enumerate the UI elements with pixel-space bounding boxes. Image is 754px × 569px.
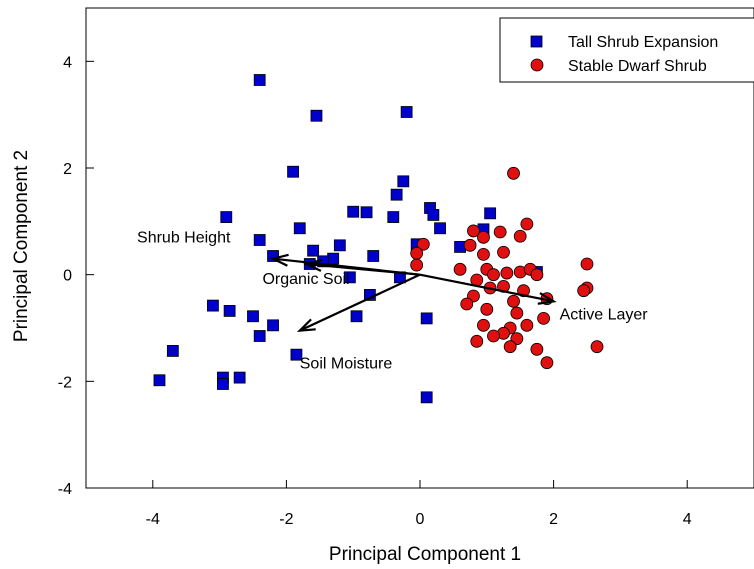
y-tick-label: -4 [58, 481, 72, 498]
tall-shrub-point [333, 239, 346, 252]
dwarf-shrub-point [493, 225, 507, 239]
dwarf-shrub-point [540, 356, 554, 370]
dwarf-shrub-point [460, 297, 474, 311]
legend-marker-tall-shrub [530, 35, 543, 48]
y-tick-label: 0 [63, 268, 72, 285]
points-layer [153, 74, 604, 404]
tall-shrub-point [233, 371, 246, 384]
loading-vector-arrowhead [537, 292, 557, 305]
tall-shrub-point [253, 234, 266, 246]
dwarf-shrub-point [520, 318, 534, 332]
loading-vector-arrowhead [269, 253, 289, 267]
dwarf-shrub-point [503, 340, 517, 354]
tall-shrub-point [253, 330, 266, 342]
y-axis-title: Principal Component 2 [11, 150, 32, 342]
dwarf-shrub-point [510, 306, 524, 320]
loading-vector-line [419, 273, 554, 303]
dwarf-shrub-point [520, 217, 534, 231]
legend-marker-stable-dwarf [530, 58, 544, 72]
tall-shrub-point [290, 348, 303, 361]
tall-shrub-point [367, 250, 380, 262]
dwarf-shrub-point [590, 340, 604, 354]
dwarf-shrub-point [467, 224, 480, 238]
tall-shrub-point [207, 299, 219, 312]
dwarf-shrub-point [530, 268, 544, 282]
x-tick-label: -2 [279, 511, 293, 528]
legend-label-stable-dwarf: Stable Dwarf Shrub [568, 58, 707, 75]
tall-shrub-point [153, 374, 166, 387]
dwarf-shrub-point [410, 246, 424, 260]
loading-vector-label: Active Layer [560, 306, 649, 323]
tall-shrub-point [360, 206, 373, 219]
tall-shrub-point [166, 345, 179, 357]
tall-shrub-point [220, 211, 233, 223]
dwarf-shrub-point [507, 294, 520, 308]
loading-vector-arrowhead [296, 318, 316, 333]
tall-shrub-point [267, 319, 279, 332]
loading-vector-arrowhead [303, 258, 323, 272]
dwarf-shrub-point [580, 257, 594, 271]
loading-vector-label: Soil Moisture [300, 356, 393, 373]
tall-shrub-point [400, 106, 413, 118]
dwarf-shrub-point [500, 266, 514, 280]
x-tick-label: 2 [549, 511, 558, 528]
loading-vector-label: Shrub Height [137, 230, 231, 247]
y-tick-label: 2 [63, 161, 72, 178]
dwarf-shrub-point [453, 262, 467, 276]
dwarf-shrub-point [410, 258, 424, 272]
tall-shrub-point [293, 222, 306, 235]
dwarf-shrub-point [497, 245, 510, 259]
loading-vector-label: Organic Soil [262, 271, 349, 288]
tall-shrub-point [397, 175, 410, 188]
legend: Tall Shrub Expansion Stable Dwarf Shrub [499, 17, 754, 83]
tall-shrub-point [307, 244, 320, 257]
legend-label-tall-shrub: Tall Shrub Expansion [568, 34, 718, 51]
tall-shrub-point [420, 391, 433, 404]
ticks-layer: -4 -2 0 2 4 -4 -2 0 2 4 [58, 54, 692, 528]
tall-shrub-point [420, 312, 433, 325]
dwarf-shrub-point [480, 302, 494, 316]
dwarf-shrub-point [487, 329, 500, 343]
legend-box [499, 17, 754, 83]
dwarf-shrub-point [513, 229, 527, 243]
tall-shrub-point [253, 74, 266, 86]
dwarf-shrub-point [463, 238, 477, 252]
dwarf-shrub-point [477, 318, 490, 332]
vectors-layer: Shrub Height Organic Soil Soil Moisture Act… [137, 230, 648, 373]
dwarf-shrub-point [537, 311, 550, 325]
x-axis-title: Principal Component 1 [329, 544, 521, 565]
tall-shrub-point [390, 188, 403, 201]
x-tick-label: -4 [146, 511, 160, 528]
tall-shrub-point [287, 165, 299, 178]
x-tick-label: 0 [416, 511, 425, 528]
dwarf-shrub-point [470, 334, 484, 348]
tall-shrub-point [327, 252, 340, 265]
x-tick-label: 4 [683, 511, 692, 528]
tall-shrub-point [427, 209, 440, 221]
tall-shrub-point [484, 207, 497, 220]
dwarf-shrub-point [530, 342, 544, 356]
dwarf-shrub-point [507, 166, 520, 180]
y-tick-label: -2 [58, 374, 72, 391]
dwarf-shrub-point [487, 268, 500, 282]
tall-shrub-point [350, 310, 363, 323]
tall-shrub-point [310, 109, 323, 122]
tall-shrub-point [223, 305, 236, 317]
dwarf-shrub-point [577, 284, 591, 298]
dwarf-shrub-point [477, 230, 490, 244]
dwarf-shrub-point [416, 237, 430, 251]
tall-shrub-point [267, 250, 279, 262]
tall-shrub-point [434, 222, 446, 235]
loading-vector-line [299, 273, 421, 332]
dwarf-shrub-point [477, 247, 490, 261]
loading-vector-line [306, 262, 421, 276]
tall-shrub-point [217, 378, 229, 390]
y-tick-label: 4 [63, 54, 72, 71]
tall-shrub-point [387, 211, 400, 223]
tall-shrub-point [247, 310, 259, 323]
tall-shrub-point [347, 205, 360, 218]
tall-shrub-point [343, 271, 356, 284]
